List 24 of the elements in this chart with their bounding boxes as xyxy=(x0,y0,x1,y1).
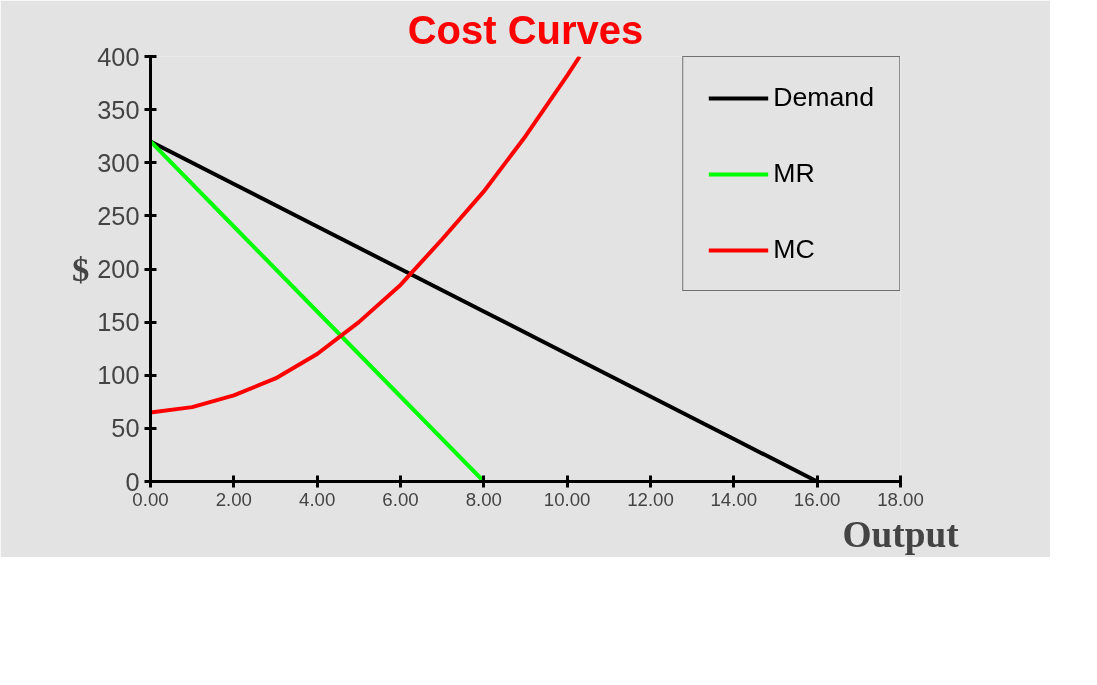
x-tick-label: 16.00 xyxy=(793,488,841,510)
x-tick-label: 8.00 xyxy=(465,488,502,510)
y-tick-label: 350 xyxy=(97,95,140,124)
line-series xyxy=(150,56,582,415)
x-tick-label: 6.00 xyxy=(382,488,419,510)
x-tick-label: 10.00 xyxy=(543,488,591,510)
x-tick-label: 18.00 xyxy=(877,488,924,510)
x-tick-label: 2.00 xyxy=(215,488,252,510)
y-tick-label: 100 xyxy=(97,361,140,390)
x-axis-title: Output xyxy=(842,513,960,555)
y-tick-label: 250 xyxy=(97,201,140,230)
y-tick-label: 150 xyxy=(97,308,140,337)
chart-title: Cost Curves xyxy=(407,7,644,52)
y-tick-label: 400 xyxy=(97,42,140,71)
legend-label: Demand xyxy=(773,82,874,113)
y-tick-label: 300 xyxy=(97,148,140,177)
y-axis-title: $ xyxy=(71,250,90,288)
y-tick-label: 200 xyxy=(97,255,140,283)
x-tick-label: 4.00 xyxy=(299,488,336,510)
x-tick-label: 12.00 xyxy=(627,488,674,510)
x-tick-label: 14.00 xyxy=(710,488,758,510)
legend-label: MC xyxy=(773,234,815,265)
y-tick-label: 50 xyxy=(111,414,140,443)
legend-label: MR xyxy=(773,158,815,189)
